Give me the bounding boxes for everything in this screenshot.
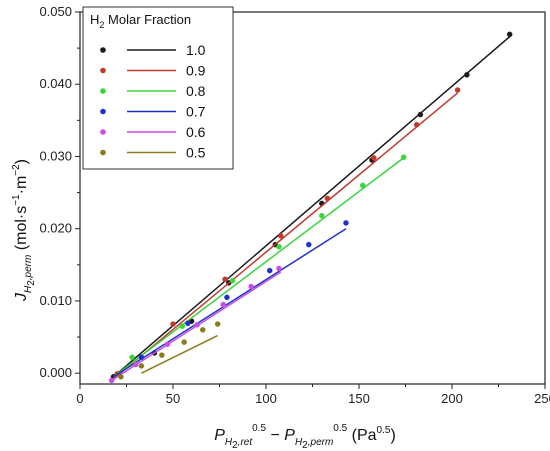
y-axis-title: JH2,perm (mol·s−1·m−2) [11, 159, 37, 302]
data-point [200, 327, 206, 333]
data-point [170, 321, 176, 327]
y-tick-label: 0.000 [39, 365, 72, 380]
x-axis-title: PH2,ret0.5 − PH2,perm0.5 (Pa0.5) [214, 423, 396, 451]
data-point [194, 322, 200, 328]
data-point [129, 354, 135, 361]
fit-line [141, 334, 218, 374]
legend-label: 1.0 [186, 42, 206, 58]
x-tick-label: 100 [255, 391, 277, 406]
y-tick-label: 0.020 [39, 221, 72, 236]
legend-marker [100, 67, 106, 74]
data-point [159, 352, 165, 358]
series-0.6 [108, 265, 282, 384]
data-point [506, 31, 513, 38]
data-point [108, 377, 115, 384]
legend-label: 0.5 [186, 145, 206, 161]
series-0.7 [113, 220, 349, 378]
legend-label: 0.6 [186, 124, 206, 140]
data-point [133, 361, 139, 368]
data-point [324, 195, 331, 202]
legend-label: 0.7 [186, 104, 206, 120]
legend-label: 0.8 [186, 83, 206, 99]
legend-marker [100, 129, 106, 135]
legend-marker [100, 88, 106, 94]
x-tick-label: 150 [348, 391, 370, 406]
x-tick-label: 0 [76, 391, 83, 406]
legend-item: 0.6 [100, 124, 206, 140]
legend-title: H2 Molar Fraction [90, 12, 191, 30]
legend-marker [100, 149, 106, 156]
data-point [359, 182, 366, 189]
legend-item: 0.8 [100, 83, 206, 99]
data-point [179, 323, 186, 329]
y-tick-label: 0.030 [39, 148, 72, 163]
x-tick-label: 250 [534, 391, 550, 406]
legend-item: 0.9 [100, 63, 206, 79]
data-point [214, 321, 221, 327]
legend-box [82, 6, 234, 170]
legend-marker [100, 108, 106, 115]
data-point [306, 241, 312, 248]
legend: H2 Molar Fraction 1.0 0.9 0.8 0.7 0.6 0.5 [82, 6, 234, 170]
data-point [220, 301, 226, 308]
data-point [266, 267, 273, 274]
legend-marker [100, 47, 106, 53]
data-point [138, 363, 145, 369]
data-point [229, 277, 236, 284]
data-point [222, 276, 228, 283]
y-tick-label: 0.050 [39, 4, 72, 19]
data-point [278, 233, 284, 239]
legend-item: 0.7 [100, 104, 206, 120]
data-point [276, 265, 282, 272]
fit-line [113, 155, 406, 378]
series-0.5 [118, 321, 221, 380]
series-layer [108, 31, 513, 384]
data-point [181, 339, 187, 345]
y-tick-label: 0.010 [39, 293, 72, 308]
x-tick-label: 200 [441, 391, 463, 406]
fit-line [113, 228, 347, 378]
data-point [400, 154, 407, 160]
data-point [413, 121, 420, 128]
data-point [185, 320, 191, 327]
fit-line [113, 92, 459, 380]
data-point [417, 111, 424, 118]
series-0.8 [113, 154, 407, 378]
data-point [454, 87, 461, 93]
data-point [371, 155, 377, 161]
legend-item: 0.5 [100, 145, 206, 161]
data-point [118, 374, 124, 380]
data-point [464, 72, 470, 78]
fit-line [112, 34, 513, 378]
y-tick-label: 0.040 [39, 76, 72, 91]
data-point [276, 244, 282, 250]
axis-labels: 0 50 100 150 200 250 0.000 0.010 0.020 0.030 0.040… [39, 4, 550, 406]
x-tick-label: 50 [166, 391, 180, 406]
data-point [138, 354, 145, 361]
legend-items: 1.0 0.9 0.8 0.7 0.6 0.5 [100, 42, 206, 161]
data-point [224, 294, 230, 301]
data-point [343, 220, 349, 226]
legend-label: 0.9 [186, 63, 206, 79]
legend-item: 1.0 [100, 42, 206, 58]
data-point [164, 341, 171, 348]
data-point [319, 212, 325, 219]
data-point [248, 283, 254, 290]
